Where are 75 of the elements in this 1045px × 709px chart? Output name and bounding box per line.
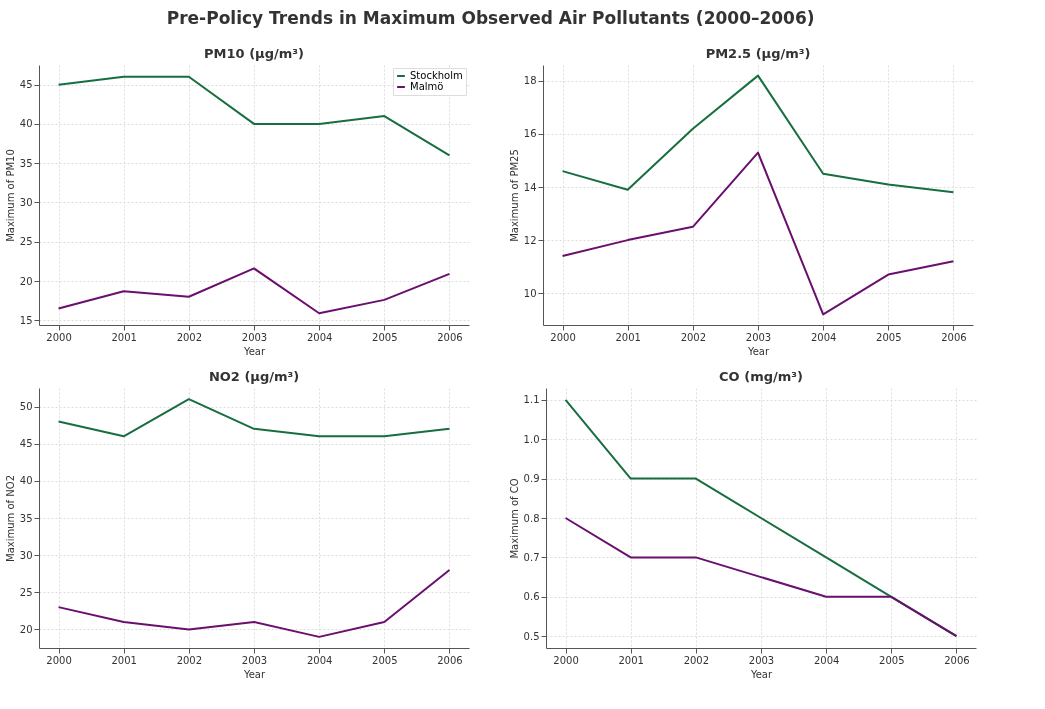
x-tick-label: 2000 (46, 331, 72, 343)
y-tick-label: 30 (19, 549, 33, 561)
x-axis-title: Year (749, 668, 773, 680)
legend-label: Malmö (410, 81, 444, 92)
y-tick-label: 35 (19, 512, 33, 524)
line-series (57, 398, 451, 438)
x-axis-title: Year (242, 668, 266, 680)
x-tick-label: 2001 (111, 654, 137, 666)
x-tick-label: 2003 (745, 331, 772, 343)
y-tick-label: 12 (523, 234, 537, 246)
y-tick-label: 18 (523, 75, 537, 87)
line-series (57, 267, 451, 315)
y-tick-label: 20 (19, 275, 33, 287)
y-axis-title: Maximum of PM10 (4, 149, 16, 242)
y-tick-label: 1.0 (523, 433, 540, 445)
x-tick-label: 2002 (680, 331, 707, 343)
y-axis-title: Maximum of CO (508, 478, 520, 559)
y-tick-label: 0.5 (523, 630, 540, 642)
y-axis-title: Maximum of NO2 (4, 475, 16, 562)
y-axis-title: Maximum of PM25 (508, 149, 520, 242)
x-axis-title: Year (242, 345, 266, 357)
y-tick-label: 40 (19, 118, 33, 130)
x-tick-label: 2006 (944, 654, 970, 666)
x-tick-label: 2001 (618, 654, 644, 666)
y-tick-label: 15 (19, 314, 33, 326)
x-tick-label: 2004 (306, 331, 333, 343)
x-tick-label: 2005 (879, 654, 905, 666)
x-tick-label: 2005 (876, 331, 902, 343)
x-tick-label: 2003 (241, 331, 268, 343)
x-tick-label: 2000 (46, 654, 72, 666)
y-tick-label: 0.6 (523, 591, 540, 603)
x-tick-label: 2000 (553, 654, 579, 666)
x-tick-label: 2004 (306, 654, 333, 666)
y-tick-label: 45 (19, 438, 33, 450)
y-tick-label: 14 (523, 181, 537, 193)
x-tick-label: 2005 (372, 654, 398, 666)
x-tick-label: 2002 (683, 654, 710, 666)
x-tick-label: 2002 (176, 331, 203, 343)
chart-title: PM2.5 (µg/m³) (705, 46, 811, 61)
line-series (57, 569, 451, 638)
legend-label: Stockholm (410, 70, 463, 81)
x-tick-label: 2001 (615, 331, 641, 343)
line-series (561, 151, 955, 316)
y-tick-label: 25 (19, 586, 33, 598)
x-tick-label: 2006 (437, 654, 463, 666)
x-tick-label: 2005 (372, 331, 398, 343)
line-series (564, 517, 958, 638)
x-tick-label: 2001 (111, 331, 137, 343)
x-tick-label: 2006 (941, 331, 967, 343)
x-tick-label: 2003 (241, 654, 268, 666)
x-tick-label: 2006 (437, 331, 463, 343)
y-tick-label: 25 (19, 236, 33, 248)
line-series (561, 74, 955, 194)
chart-title: PM10 (µg/m³) (204, 46, 304, 61)
y-tick-label: 35 (19, 157, 33, 169)
x-tick-label: 2004 (813, 654, 840, 666)
chart-title: NO2 (µg/m³) (208, 369, 300, 384)
y-tick-label: 16 (523, 128, 537, 140)
y-tick-label: 40 (19, 475, 33, 487)
y-tick-label: 1.1 (523, 394, 540, 406)
y-tick-label: 30 (19, 196, 33, 208)
y-tick-label: 20 (19, 623, 33, 635)
y-tick-label: 0.9 (523, 473, 540, 485)
y-tick-label: 10 (523, 287, 537, 299)
text: Pre-Policy Trends in Maximum Observed Air Pollutants (2000–2006) (166, 8, 815, 28)
x-tick-label: 2002 (176, 654, 203, 666)
chart-title: CO (mg/m³) (719, 369, 803, 384)
x-axis-title: Year (746, 345, 770, 357)
y-tick-label: 50 (19, 401, 33, 413)
y-tick-label: 0.7 (523, 551, 540, 563)
x-tick-label: 2000 (550, 331, 576, 343)
x-tick-label: 2004 (810, 331, 837, 343)
y-tick-label: 0.8 (523, 512, 540, 524)
x-tick-label: 2003 (748, 654, 775, 666)
y-tick-label: 45 (19, 79, 33, 91)
